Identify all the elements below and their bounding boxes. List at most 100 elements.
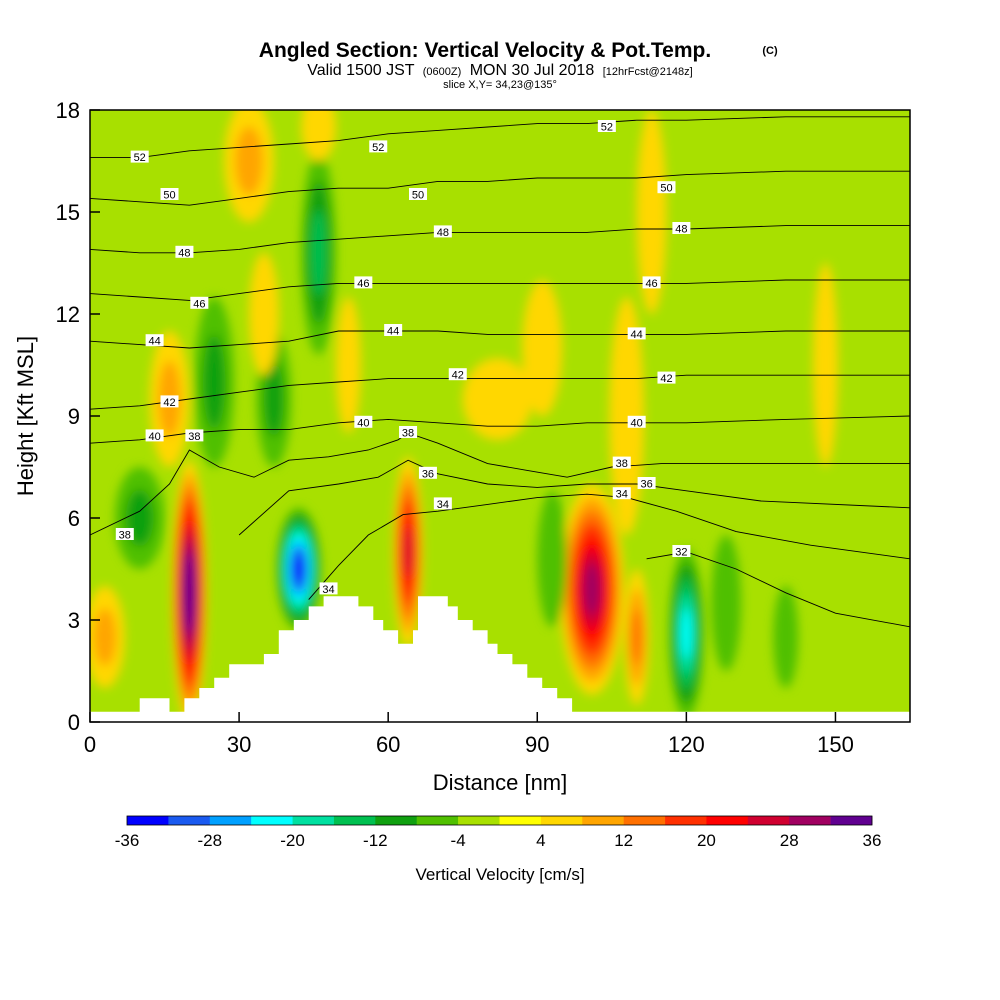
velocity-contour-band (249, 252, 279, 376)
colorbar-tick-label: -12 (363, 831, 388, 850)
subtitle-utc: (0600Z) (423, 66, 462, 78)
isentrope-label-text: 42 (660, 373, 672, 385)
isentrope-label-text: 50 (163, 190, 175, 202)
isentrope-labels: 52 52 52 50 50 50 48 48 48 46 46 46 44 44 44 42 42 42 40 40… (115, 120, 691, 596)
isentrope-label: 42 (657, 371, 676, 385)
isentrope-label: 40 (354, 415, 373, 429)
isentrope-label-text: 38 (119, 530, 131, 542)
velocity-contour-band (631, 608, 642, 666)
x-tick-label: 120 (668, 732, 705, 757)
subtitle-forecast: [12hrFcst@2148z] (603, 66, 693, 78)
colorbar-tick-label: 4 (536, 831, 545, 850)
y-axis-label: Height [Kft MSL] (13, 336, 38, 496)
chart-title: Angled Section: Vertical Velocity & Pot.… (259, 39, 711, 62)
isentrope-label-box (354, 415, 373, 428)
velocity-contour-band (311, 210, 326, 295)
isentrope-label-box (145, 334, 164, 347)
colorbar-swatch (789, 816, 831, 825)
isentrope-label: 40 (627, 415, 646, 429)
velocity-contour-band (293, 554, 304, 584)
x-axis: 0 30 60 90 120 150 (84, 712, 854, 757)
velocity-contour-band (264, 360, 284, 438)
isentrope-label-text: 44 (387, 326, 399, 338)
velocity-contour-band (301, 110, 336, 161)
colorbar-frame (126, 815, 873, 826)
velocity-contour-band (404, 526, 413, 578)
isentrope-label-box (190, 296, 209, 309)
colorbar-swatch (292, 816, 335, 825)
isentrope-label-text: 34 (322, 584, 334, 596)
colorbar-tick-label: 20 (697, 831, 716, 850)
subtitle-date: MON 30 Jul 2018 (470, 62, 595, 79)
colorbar-swatch (375, 816, 418, 825)
colorbar-swatch (706, 816, 749, 825)
velocity-cell (224, 110, 274, 223)
isentrope-label-box (627, 415, 646, 428)
velocity-contour-band (93, 608, 117, 666)
isentrope-label: 48 (175, 245, 194, 259)
velocity-contour-band (203, 334, 226, 430)
isentrope-label-text: 40 (631, 417, 643, 429)
isentrope-label-text: 52 (601, 122, 613, 134)
velocity-contour-band (681, 608, 692, 659)
colorbar-swatch (747, 816, 790, 825)
isentrope-label: 42 (160, 395, 179, 409)
isentrope-label-text: 44 (148, 336, 160, 348)
isentrope-label-box (399, 426, 418, 438)
isentrope-label-text: 32 (675, 547, 687, 559)
isentrope-label-text: 50 (412, 190, 424, 202)
isentrope-label: 46 (354, 276, 373, 290)
velocity-contour-band (462, 358, 533, 440)
isentrope-label-text: 40 (148, 431, 160, 443)
isentrope-label-box (433, 225, 452, 238)
plot-area: 52 52 52 50 50 50 48 48 48 46 46 46 44 44 44 42 42 42 40 40… (90, 110, 910, 722)
colorbar-swatch (830, 816, 873, 825)
isentrope-label: 50 (160, 188, 179, 202)
isentrope-label-box (672, 545, 691, 557)
velocity-field (90, 110, 838, 722)
colorbar-tick-label: -4 (451, 831, 466, 850)
colorbar-label: Vertical Velocity [cm/s] (415, 865, 584, 884)
isentrope-label-box (115, 528, 134, 540)
velocity-cell (711, 535, 742, 671)
velocity-contour-band (185, 563, 194, 622)
y-tick-label: 12 (56, 302, 80, 327)
isentrope-label-box (319, 582, 338, 595)
velocity-contour-band (813, 263, 838, 467)
colorbar-swatch (209, 816, 252, 825)
isentrope-label: 36 (637, 477, 656, 491)
isentrope-label-box (448, 368, 467, 381)
x-tick-label: 60 (376, 732, 400, 757)
isentrope-52 (90, 116, 910, 159)
colorbar-tick-label: -20 (280, 831, 305, 850)
velocity-cell (522, 280, 563, 416)
colorbar-tick-label: 12 (614, 831, 633, 850)
terrain (90, 596, 910, 722)
isentrope-label: 38 (612, 456, 631, 470)
isentrope-label-box (384, 324, 403, 336)
velocity-cell (813, 263, 838, 467)
y-tick-label: 0 (68, 710, 80, 735)
velocity-cell (624, 569, 650, 705)
isentrope-label: 34 (319, 582, 338, 596)
isentrope-label-box (637, 477, 656, 489)
isentrope-label: 46 (642, 276, 661, 290)
y-tick-label: 15 (56, 200, 80, 225)
isentrope-label-text: 42 (163, 397, 175, 409)
velocity-cell (276, 507, 322, 631)
colorbar-swatch (623, 816, 666, 825)
isentrope-50 (90, 170, 910, 206)
colorbar-swatch (127, 816, 169, 825)
isentrope-label-box (433, 497, 452, 510)
isentrope-label-box (130, 150, 149, 163)
isentrope-label-text: 52 (372, 142, 384, 154)
isentrope-38 (90, 432, 910, 536)
velocity-cell (393, 456, 423, 648)
velocity-cell (773, 586, 799, 688)
colorbar-swatch (333, 816, 376, 825)
isentrope-label: 50 (409, 188, 427, 202)
isentrope-label-text: 38 (616, 458, 628, 470)
isentrope-label-text: 38 (402, 428, 414, 440)
velocity-contour-band (537, 490, 568, 627)
